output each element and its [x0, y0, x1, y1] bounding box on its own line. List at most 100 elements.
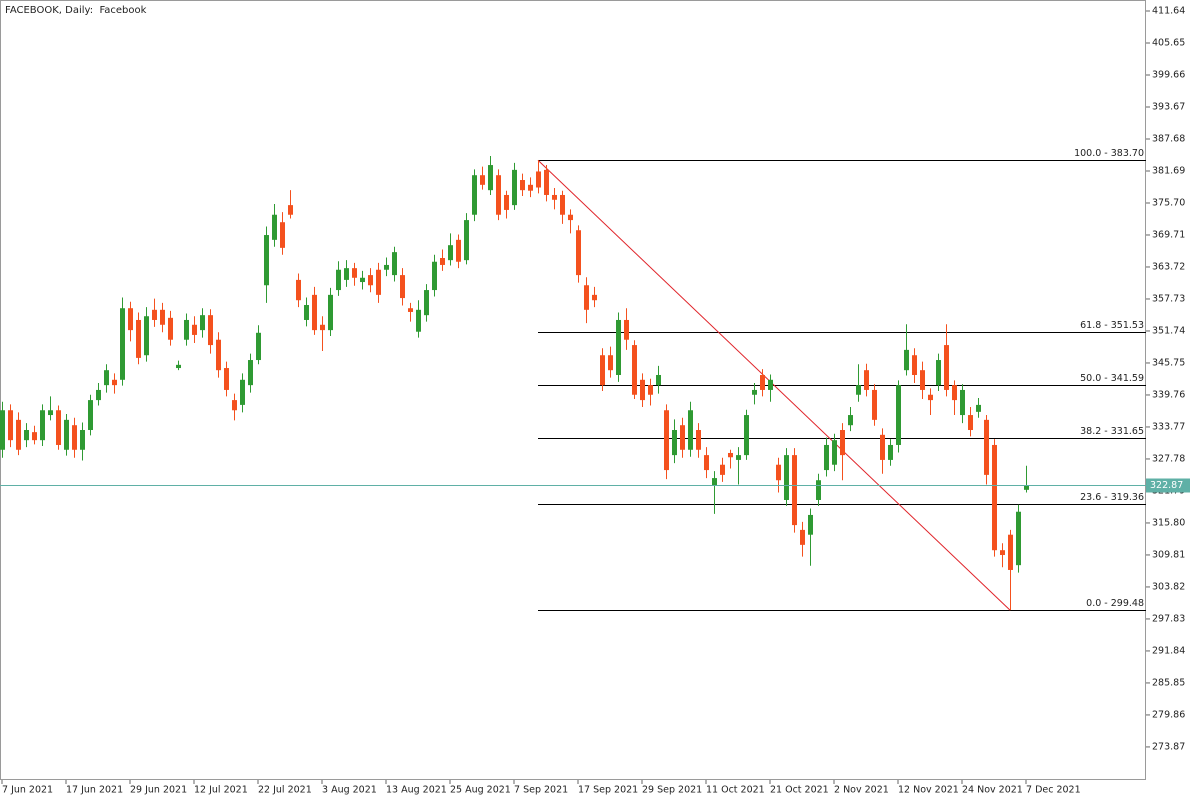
- x-tick-label: 24 Nov 2021: [962, 785, 1023, 796]
- x-tick-label: 22 Jul 2021: [258, 785, 312, 796]
- candle-body: [544, 169, 549, 195]
- candle-body: [288, 205, 293, 215]
- candle-body: [440, 258, 445, 265]
- candle-body: [960, 389, 965, 416]
- y-tick-label: 285.85: [1152, 677, 1185, 688]
- fib-level-label: 23.6 - 319.36: [1080, 492, 1144, 503]
- candle-body: [232, 400, 237, 411]
- candle-body: [672, 430, 677, 456]
- candle-body: [72, 425, 77, 450]
- candle-body: [136, 319, 141, 358]
- candle-body: [352, 268, 357, 278]
- y-tick-label: 399.66: [1152, 69, 1185, 80]
- candle-body: [240, 379, 245, 405]
- x-tick-label: 17 Sep 2021: [578, 785, 638, 796]
- candle-body: [392, 252, 397, 276]
- candle-body: [976, 404, 981, 412]
- candle-body: [200, 315, 205, 331]
- candle-body: [792, 455, 797, 526]
- y-tick-label: 357.73: [1152, 293, 1185, 304]
- candle-body: [448, 245, 453, 261]
- candle-body: [248, 360, 253, 386]
- candle-body: [592, 294, 597, 301]
- current-price-label: 322.87: [1150, 480, 1183, 491]
- candle-body: [504, 194, 509, 210]
- y-tick-label: 291.84: [1152, 645, 1185, 656]
- candle-body: [728, 452, 733, 458]
- y-tick-label: 381.69: [1152, 165, 1185, 176]
- candle-body: [608, 355, 613, 371]
- candle-body: [376, 269, 381, 295]
- candle-body: [408, 308, 413, 312]
- candle-body: [1008, 534, 1013, 570]
- x-tick-label: 21 Oct 2021: [770, 785, 829, 796]
- candle-body: [816, 480, 821, 500]
- candle-body: [936, 360, 941, 386]
- candle-body: [808, 514, 813, 535]
- candle-body: [256, 332, 261, 361]
- candle-body: [112, 379, 117, 386]
- y-tick-label: 273.87: [1152, 741, 1185, 752]
- candle-body: [32, 432, 37, 441]
- candle-body: [576, 230, 581, 276]
- y-tick-label: 411.64: [1152, 6, 1185, 17]
- x-tick-label: 7 Jun 2021: [2, 785, 53, 796]
- fib-level-label: 38.2 - 331.65: [1080, 426, 1144, 437]
- candle-body: [192, 324, 197, 335]
- candle-body: [856, 385, 861, 395]
- y-tick-label: 327.78: [1152, 453, 1185, 464]
- y-tick-label: 405.65: [1152, 38, 1185, 49]
- candle-body: [712, 478, 717, 486]
- fib-level-label: 61.8 - 351.53: [1080, 320, 1144, 331]
- candle-body: [904, 349, 909, 371]
- chart-title: FACEBOOK, Daily: Facebook: [5, 5, 147, 16]
- x-tick-label: 13 Aug 2021: [386, 785, 447, 796]
- candle-body: [296, 279, 301, 301]
- candle-body: [720, 464, 725, 475]
- candle-body: [968, 415, 973, 431]
- x-tick-label: 11 Oct 2021: [706, 785, 765, 796]
- candle-body: [64, 419, 69, 450]
- x-tick-label: 25 Aug 2021: [450, 785, 511, 796]
- candle-body: [424, 290, 429, 316]
- candle-body: [864, 370, 869, 390]
- candle-body: [160, 309, 165, 325]
- candle-body: [984, 419, 989, 475]
- y-tick-label: 375.70: [1152, 197, 1185, 208]
- y-tick-label: 333.77: [1152, 421, 1185, 432]
- candle-body: [384, 264, 389, 270]
- y-tick-label: 345.75: [1152, 357, 1185, 368]
- candle-body: [744, 415, 749, 456]
- candle-body: [40, 410, 45, 441]
- y-tick-label: 339.76: [1152, 389, 1185, 400]
- y-tick-label: 387.68: [1152, 133, 1185, 144]
- candle-body: [56, 410, 61, 445]
- candle-body: [1024, 485, 1029, 490]
- candle-body: [768, 379, 773, 390]
- x-tick-label: 3 Aug 2021: [322, 785, 377, 796]
- candle-body: [24, 430, 29, 441]
- candle-body: [760, 374, 765, 390]
- candle-body: [344, 268, 349, 280]
- candle-body: [368, 275, 373, 286]
- candle-body: [616, 319, 621, 375]
- x-tick-label: 12 Nov 2021: [898, 785, 959, 796]
- candle-body: [328, 294, 333, 331]
- candle-body: [176, 364, 181, 369]
- candle-body: [568, 214, 573, 221]
- candle-body: [736, 455, 741, 460]
- x-tick-label: 7 Sep 2021: [514, 785, 568, 796]
- candle-body: [784, 455, 789, 500]
- candle-body: [800, 529, 805, 545]
- candle-body: [96, 389, 101, 401]
- candle-body: [624, 319, 629, 340]
- candle-body: [512, 169, 517, 206]
- candle-body: [320, 324, 325, 331]
- candle-body: [488, 165, 493, 191]
- y-tick-label: 393.67: [1152, 101, 1185, 112]
- candle-body: [496, 175, 501, 215]
- candle-body: [880, 434, 885, 460]
- candle-body: [208, 315, 213, 346]
